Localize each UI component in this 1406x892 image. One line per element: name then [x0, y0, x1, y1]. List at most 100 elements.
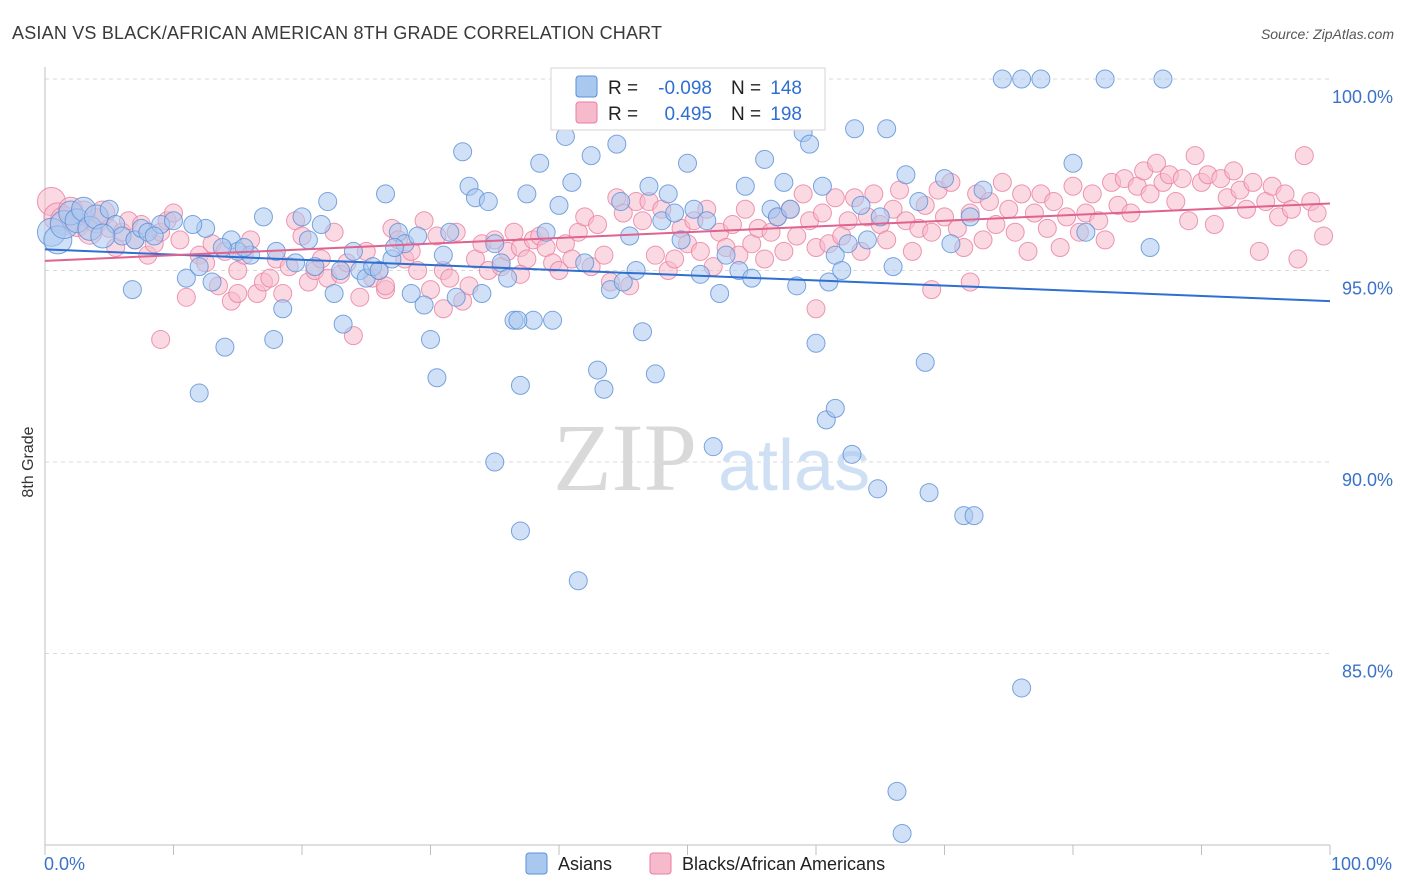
black-point: [176, 287, 196, 307]
black-point: [922, 280, 942, 300]
asian-point: [189, 383, 209, 403]
black-point: [1288, 249, 1308, 269]
asian-point: [517, 184, 537, 204]
asian-point: [639, 176, 659, 196]
legend-r-value-asians: -0.098: [658, 78, 712, 99]
asian-point: [343, 241, 363, 261]
asian-point: [122, 280, 142, 300]
asian-point: [324, 283, 344, 303]
y-tick-label: 90.0%: [1342, 470, 1393, 490]
black-point: [170, 230, 190, 250]
asian-point: [915, 352, 935, 372]
asian-point: [536, 222, 556, 242]
black-point: [806, 299, 826, 319]
black-point: [999, 199, 1019, 219]
asian-point: [896, 165, 916, 185]
black-point: [665, 249, 685, 269]
y-tick-label: 85.0%: [1342, 662, 1393, 682]
asian-point: [369, 261, 389, 280]
bottom-legend-swatch-black: [649, 852, 672, 875]
asian-point: [164, 211, 183, 231]
asian-point: [658, 184, 678, 204]
asian-point: [887, 781, 907, 801]
asian-point: [1012, 678, 1032, 698]
asian-point: [485, 452, 505, 472]
black-point: [1037, 218, 1057, 238]
black-point: [1005, 222, 1025, 242]
trend-lines: [44, 202, 1331, 303]
legend-n-value-black: 198: [770, 104, 802, 125]
asian-point: [735, 176, 755, 196]
legend-n-value-asians: 148: [770, 78, 802, 99]
asian-point: [286, 253, 306, 273]
asian-point: [202, 272, 222, 292]
asian-point: [678, 153, 697, 173]
asian-point: [868, 479, 888, 499]
watermark-atlas: atlas: [718, 426, 870, 506]
asian-point: [671, 230, 691, 250]
asian-point: [973, 180, 993, 200]
black-point: [1185, 146, 1205, 166]
asian-point: [588, 360, 608, 380]
black-point: [408, 261, 428, 280]
black-point: [1089, 211, 1109, 231]
black-point: [1050, 238, 1070, 258]
asian-point: [665, 203, 685, 223]
asian-point: [838, 234, 858, 254]
asian-point: [960, 207, 980, 227]
asian-point: [806, 333, 826, 353]
asian-point: [842, 444, 862, 464]
black-point: [864, 184, 884, 204]
asian-point: [264, 329, 284, 349]
black-point: [151, 329, 171, 349]
y-axis-label: 8th Grade: [20, 426, 37, 497]
black-point: [1012, 184, 1032, 204]
asian-point: [562, 172, 582, 192]
asian-point: [433, 245, 453, 265]
black-point: [440, 268, 460, 288]
asian-point: [684, 199, 704, 219]
legend-n-label-asians: N =: [731, 78, 761, 99]
black-point: [1063, 176, 1083, 196]
black-point: [922, 222, 942, 242]
watermark-zip: ZIP: [553, 404, 697, 511]
asian-point: [414, 295, 434, 315]
asian-point: [440, 222, 460, 242]
asian-point: [607, 134, 627, 154]
asian-point: [408, 226, 428, 246]
black-point: [260, 268, 280, 288]
asian-point: [292, 207, 312, 227]
asian-point: [376, 184, 396, 204]
black-point: [588, 215, 608, 235]
black-point: [960, 272, 980, 292]
black-point: [1179, 211, 1199, 231]
x-tick-label-min: 0.0%: [44, 854, 85, 874]
asian-point: [857, 230, 877, 250]
black-point: [433, 299, 453, 319]
asian-point: [421, 329, 440, 349]
asian-point: [780, 199, 800, 219]
black-point: [1307, 203, 1327, 223]
asian-point: [611, 192, 631, 212]
black-point: [992, 172, 1012, 192]
asian-point: [1140, 238, 1160, 258]
black-point: [1314, 226, 1334, 246]
asian-point: [472, 283, 492, 303]
asian-point: [710, 283, 730, 303]
series-legend: Asians Blacks/African Americans: [525, 852, 885, 875]
asian-point: [1012, 69, 1032, 89]
asian-point: [883, 257, 903, 277]
legend-swatch-asians: [575, 75, 598, 98]
asian-trend-line: [44, 248, 1331, 303]
black-point: [1095, 230, 1115, 250]
black-point: [1147, 153, 1167, 173]
asian-point: [446, 287, 466, 307]
black-trend-line: [44, 202, 1331, 262]
asian-point: [594, 379, 614, 399]
black-point: [350, 287, 370, 307]
black-point: [1018, 241, 1038, 261]
asian-point: [478, 192, 498, 212]
black-point: [1236, 199, 1256, 219]
y-tick-label: 95.0%: [1342, 279, 1393, 299]
